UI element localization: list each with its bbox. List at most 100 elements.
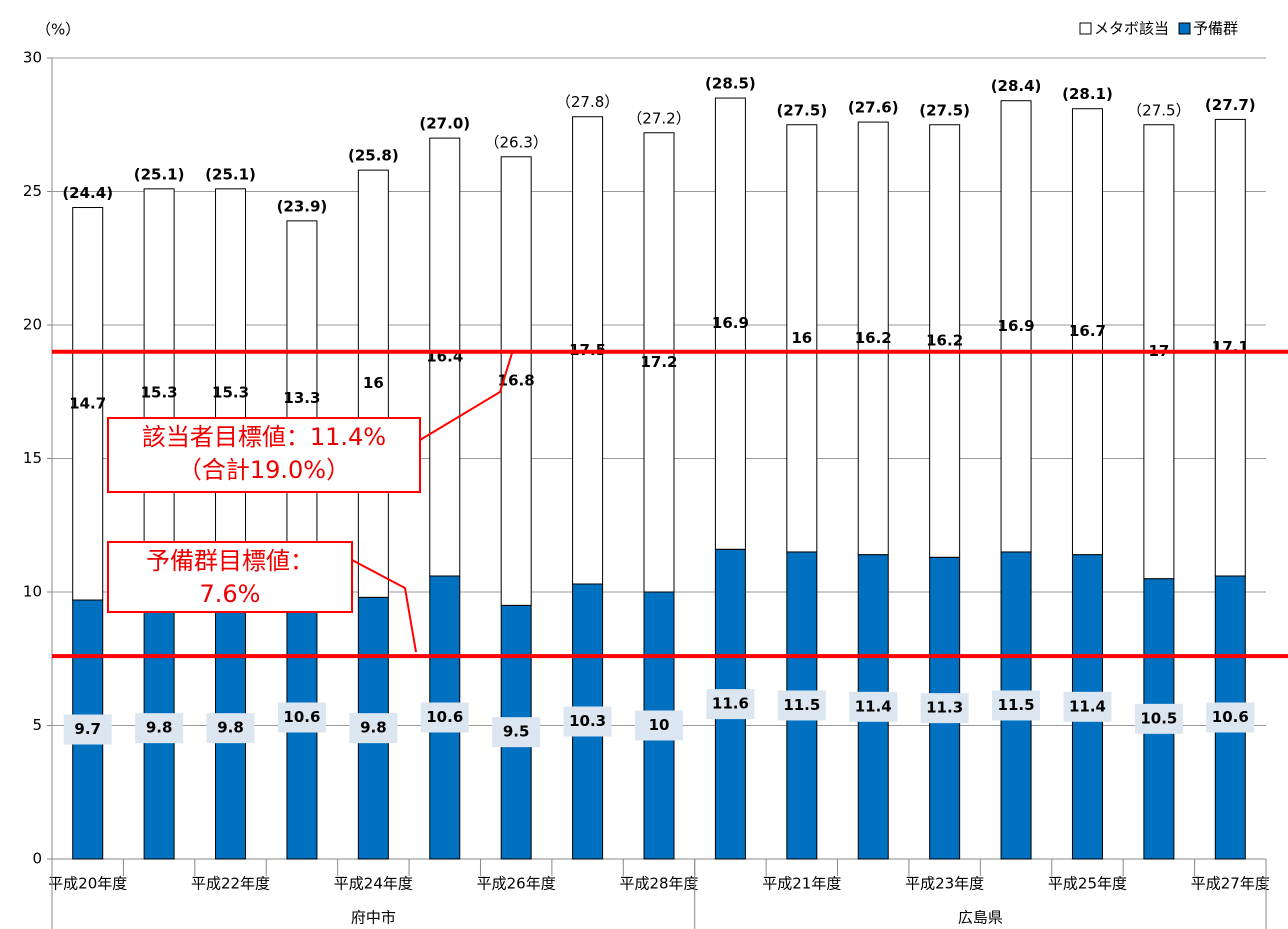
bar-segment xyxy=(429,137,461,577)
value-label: 11.5 xyxy=(783,696,820,714)
x-tick-label: 平成27年度 xyxy=(1191,875,1270,893)
x-tick-label: 平成22年度 xyxy=(191,875,270,893)
value-label-bg xyxy=(349,713,398,744)
leader-line xyxy=(351,559,417,653)
x-tick-label: 平成20年度 xyxy=(48,875,127,893)
value-label-bg xyxy=(777,690,826,721)
bar-segment xyxy=(215,188,247,598)
value-label: 16.2 xyxy=(926,332,963,350)
value-label: 10.3 xyxy=(569,712,606,730)
bar-segment xyxy=(929,124,961,558)
legend-swatch xyxy=(1079,22,1092,35)
value-label: 17.2 xyxy=(640,353,677,371)
bar-segment xyxy=(72,207,104,601)
value-label: 14.7 xyxy=(69,394,106,412)
y-tick-label: 5 xyxy=(32,716,42,734)
value-label: 16 xyxy=(791,329,812,347)
bar-segment xyxy=(1071,108,1103,556)
bar-segment xyxy=(786,124,818,553)
value-label-bg xyxy=(492,717,541,748)
total-label: (24.4) xyxy=(62,184,113,202)
annotation: （合計19.0%） xyxy=(178,456,350,484)
annotation: 7.6% xyxy=(200,580,261,608)
bar-segment xyxy=(1000,100,1032,553)
value-label-bg xyxy=(135,713,184,744)
value-label: 15.3 xyxy=(141,384,178,402)
bar-segment xyxy=(643,132,675,593)
value-label-bg xyxy=(706,689,755,720)
bar-segment xyxy=(1214,118,1246,577)
value-label: 13.3 xyxy=(283,389,320,407)
bar-segment xyxy=(357,169,389,598)
leader-line xyxy=(419,349,514,441)
bar-segment xyxy=(500,156,532,606)
value-label-bg xyxy=(1134,703,1183,734)
value-label-bg xyxy=(849,691,898,722)
value-label-bg xyxy=(563,706,612,737)
bar-segment xyxy=(143,188,175,598)
value-label-bg xyxy=(635,710,683,741)
value-label: 9.8 xyxy=(360,719,387,737)
y-tick-label: 25 xyxy=(23,182,42,200)
y-tick-label: 15 xyxy=(23,449,42,467)
legend-label: メタボ該当 xyxy=(1094,20,1169,38)
value-label: 15.3 xyxy=(212,384,249,402)
y-axis-label: （%） xyxy=(36,21,80,39)
value-label-bg xyxy=(63,714,112,745)
total-label: （26.3） xyxy=(484,133,547,151)
y-tick-label: 10 xyxy=(23,583,42,601)
value-label-bg xyxy=(206,713,255,744)
y-tick-label: 0 xyxy=(32,850,42,868)
value-label: 9.8 xyxy=(217,719,244,737)
total-label: （27.8） xyxy=(556,93,619,111)
value-label: 10.6 xyxy=(426,708,463,726)
total-label: (25.1) xyxy=(205,165,256,183)
value-label: 16.8 xyxy=(498,372,535,390)
value-label: 16.9 xyxy=(998,317,1035,335)
value-label: 11.6 xyxy=(712,695,749,713)
x-tick-label: 平成23年度 xyxy=(905,875,984,893)
value-label: 10.6 xyxy=(1212,708,1249,726)
total-label: (27.5) xyxy=(776,101,827,119)
x-tick-label: 平成24年度 xyxy=(334,875,413,893)
total-label: (28.4) xyxy=(991,77,1042,95)
value-label: 16.9 xyxy=(712,314,749,332)
value-label: 9.8 xyxy=(146,719,173,737)
total-label: (28.1) xyxy=(1062,85,1113,103)
x-tick-label: 平成28年度 xyxy=(619,875,698,893)
legend-swatch xyxy=(1178,22,1191,35)
total-label: (25.1) xyxy=(134,165,185,183)
total-label: (27.0) xyxy=(419,115,470,133)
bar-segment xyxy=(286,220,318,577)
value-label: 16.2 xyxy=(855,329,892,347)
y-tick-label: 30 xyxy=(23,49,42,67)
bar-segment xyxy=(857,121,889,556)
total-label: （27.5） xyxy=(1127,101,1190,119)
annotation: 該当者目標値：11.4% xyxy=(142,423,386,451)
value-label: 11.3 xyxy=(926,699,963,717)
total-label: (27.7) xyxy=(1205,96,1256,114)
x-tick-label: 平成21年度 xyxy=(762,875,841,893)
group-label: 広島県 xyxy=(958,909,1003,927)
value-label: 9.7 xyxy=(74,720,101,738)
total-label: (25.8) xyxy=(348,147,399,165)
total-label: （27.2） xyxy=(627,109,690,127)
total-label: (28.5) xyxy=(705,75,756,93)
annotation: 予備群目標値： xyxy=(146,547,314,575)
value-label-bg xyxy=(277,702,326,733)
value-label-bg xyxy=(420,702,469,733)
total-label: (27.6) xyxy=(848,99,899,117)
value-label-bg xyxy=(992,690,1041,721)
value-label: 16.7 xyxy=(1069,322,1106,340)
annotation-box xyxy=(107,541,353,613)
bar-segment xyxy=(714,97,746,550)
legend-label: 予備群 xyxy=(1193,20,1238,38)
y-tick-label: 20 xyxy=(23,316,42,334)
annotation-box xyxy=(107,417,421,493)
value-label: 11.5 xyxy=(998,696,1035,714)
value-label: 11.4 xyxy=(1069,697,1106,715)
group-label: 府中市 xyxy=(351,909,396,927)
total-label: (27.5) xyxy=(919,101,970,119)
x-tick-label: 平成26年度 xyxy=(477,875,556,893)
